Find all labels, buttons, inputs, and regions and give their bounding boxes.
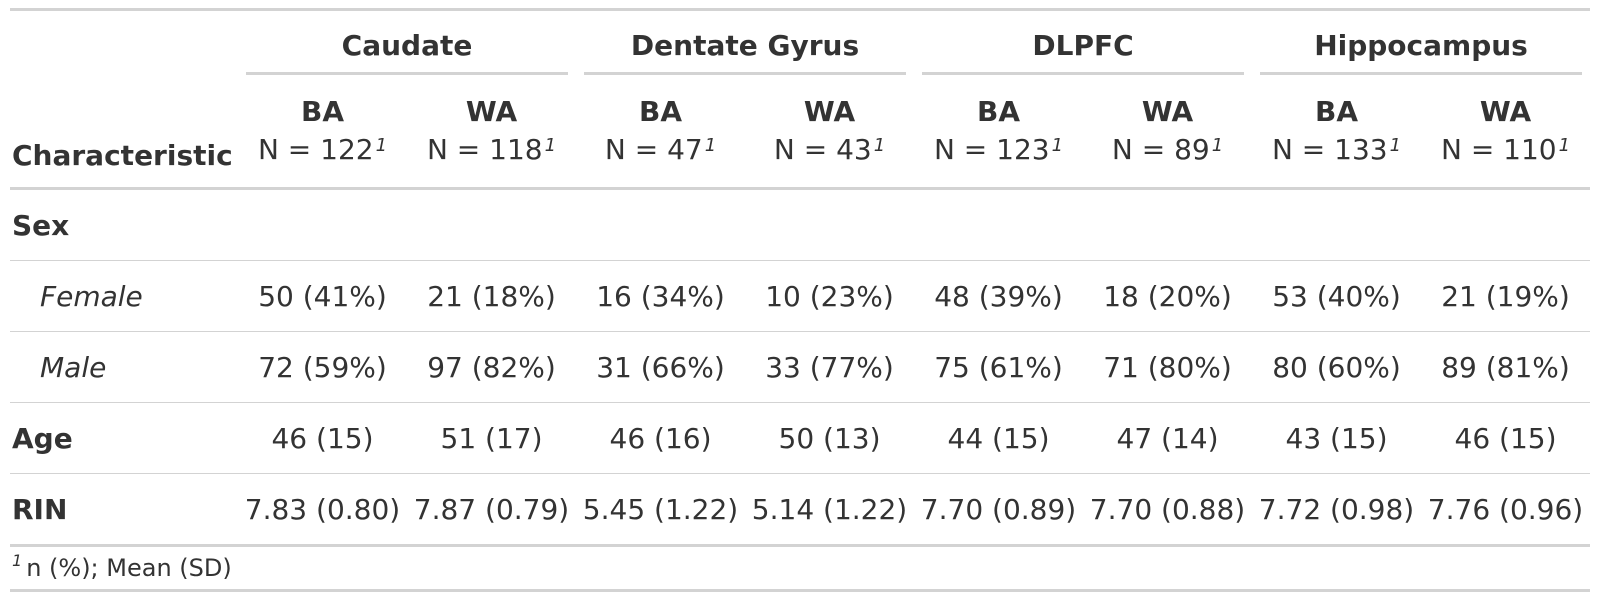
group-label: WA bbox=[803, 95, 856, 128]
table-cell: 48 (39%) bbox=[914, 260, 1084, 332]
table-row-female: Female 50 (41%) 21 (18%) 16 (34%) 10 (23… bbox=[10, 260, 1591, 332]
group-label: BA bbox=[1315, 95, 1359, 128]
table-cell: 44 (15) bbox=[914, 402, 1084, 474]
footnote-mark: 1 bbox=[1211, 135, 1224, 156]
group-label: WA bbox=[1479, 95, 1532, 128]
table-cell: 51 (17) bbox=[407, 402, 577, 474]
table-cell bbox=[1252, 188, 1422, 261]
table-cell bbox=[238, 188, 407, 261]
row-label: Sex bbox=[10, 188, 238, 261]
row-label: Female bbox=[10, 260, 238, 332]
table-cell bbox=[1421, 188, 1591, 261]
table-cell: 16 (34%) bbox=[576, 260, 746, 332]
footnote-mark: 1 bbox=[1558, 135, 1571, 156]
table-cell: 80 (60%) bbox=[1252, 331, 1422, 403]
footnote-mark: 1 bbox=[544, 135, 557, 156]
footnote-text: n (%); Mean (SD) bbox=[26, 554, 232, 582]
column-header-caudate-wa: WA N = 118 1 bbox=[407, 75, 577, 190]
spanner-hippocampus: Hippocampus bbox=[1252, 10, 1590, 75]
table-row-sex: Sex bbox=[10, 188, 1591, 261]
summary-table: Caudate Dentate Gyrus DLPFC Hippocampus … bbox=[10, 8, 1591, 592]
table-cell: 71 (80%) bbox=[1083, 331, 1253, 403]
spanner-dentate-gyrus: Dentate Gyrus bbox=[576, 10, 914, 75]
table-cell: 21 (18%) bbox=[407, 260, 577, 332]
table-cell bbox=[576, 188, 746, 261]
n-value: N = 47 bbox=[604, 133, 703, 166]
row-label: Age bbox=[10, 402, 238, 474]
table-cell: 7.76 (0.96) bbox=[1421, 473, 1591, 547]
n-value: N = 110 bbox=[1440, 133, 1557, 166]
table-cell: 46 (16) bbox=[576, 402, 746, 474]
spanner-empty bbox=[10, 10, 238, 76]
spanner-row: Caudate Dentate Gyrus DLPFC Hippocampus bbox=[10, 10, 1590, 76]
n-value: N = 122 bbox=[257, 133, 374, 166]
table-cell bbox=[914, 188, 1084, 261]
n-value: N = 123 bbox=[933, 133, 1050, 166]
table-cell: 31 (66%) bbox=[576, 331, 746, 403]
summary-table-container: Caudate Dentate Gyrus DLPFC Hippocampus … bbox=[10, 8, 1591, 592]
n-value: N = 133 bbox=[1271, 133, 1388, 166]
table-cell: 5.14 (1.22) bbox=[745, 473, 915, 547]
footnote-mark: 1 bbox=[375, 135, 388, 156]
footnote-mark: 1 bbox=[873, 135, 886, 156]
column-header-hippocampus-ba: BA N = 133 1 bbox=[1252, 75, 1422, 190]
table-cell: 53 (40%) bbox=[1252, 260, 1422, 332]
group-label: WA bbox=[465, 95, 518, 128]
table-cell: 72 (59%) bbox=[238, 331, 407, 403]
table-row-rin: RIN 7.83 (0.80) 7.87 (0.79) 5.45 (1.22) … bbox=[10, 473, 1591, 547]
table-cell bbox=[1083, 188, 1253, 261]
column-header-dlpfc-ba: BA N = 123 1 bbox=[914, 75, 1084, 190]
table-cell: 7.70 (0.88) bbox=[1083, 473, 1253, 547]
table-cell: 50 (41%) bbox=[238, 260, 407, 332]
column-header-dentate-gyrus-ba: BA N = 47 1 bbox=[576, 75, 746, 190]
spanner-caudate: Caudate bbox=[238, 10, 576, 75]
group-label: BA bbox=[977, 95, 1021, 128]
column-header-dentate-gyrus-wa: WA N = 43 1 bbox=[745, 75, 915, 190]
table-cell: 7.70 (0.89) bbox=[914, 473, 1084, 547]
footnote-mark: 1 bbox=[1051, 135, 1064, 156]
column-header-dlpfc-wa: WA N = 89 1 bbox=[1083, 75, 1253, 190]
group-label: WA bbox=[1141, 95, 1194, 128]
row-label: Male bbox=[10, 331, 238, 403]
footnote-mark: 1 bbox=[12, 551, 23, 570]
footnote-mark: 1 bbox=[704, 135, 717, 156]
row-label: RIN bbox=[10, 473, 238, 547]
table-cell: 5.45 (1.22) bbox=[576, 473, 746, 547]
table-row-male: Male 72 (59%) 97 (82%) 31 (66%) 33 (77%)… bbox=[10, 331, 1591, 403]
column-header-characteristic: Characteristic bbox=[10, 75, 238, 190]
table-cell: 50 (13) bbox=[745, 402, 915, 474]
spanner-dlpfc: DLPFC bbox=[914, 10, 1252, 75]
table-cell: 46 (15) bbox=[1421, 402, 1591, 474]
table-cell bbox=[407, 188, 577, 261]
table-cell: 46 (15) bbox=[238, 402, 407, 474]
column-header-caudate-ba: BA N = 122 1 bbox=[238, 75, 407, 190]
n-value: N = 43 bbox=[773, 133, 872, 166]
group-label: BA bbox=[639, 95, 683, 128]
table-row-age: Age 46 (15) 51 (17) 46 (16) 50 (13) 44 (… bbox=[10, 402, 1591, 474]
table-cell: 75 (61%) bbox=[914, 331, 1084, 403]
table-cell: 18 (20%) bbox=[1083, 260, 1253, 332]
table-cell: 47 (14) bbox=[1083, 402, 1253, 474]
column-header-hippocampus-wa: WA N = 110 1 bbox=[1421, 75, 1591, 190]
table-cell: 43 (15) bbox=[1252, 402, 1422, 474]
group-label: BA bbox=[300, 95, 344, 128]
table-cell: 10 (23%) bbox=[745, 260, 915, 332]
n-value: N = 118 bbox=[426, 133, 543, 166]
n-value: N = 89 bbox=[1111, 133, 1210, 166]
table-cell: 97 (82%) bbox=[407, 331, 577, 403]
table-cell: 7.83 (0.80) bbox=[238, 473, 407, 547]
table-cell: 33 (77%) bbox=[745, 331, 915, 403]
column-header-row: Characteristic BA N = 122 1 WA N = 118 1 B… bbox=[10, 75, 1591, 190]
table-cell: 7.72 (0.98) bbox=[1252, 473, 1422, 547]
table-cell: 21 (19%) bbox=[1421, 260, 1591, 332]
table-cell: 89 (81%) bbox=[1421, 331, 1591, 403]
footnote-mark: 1 bbox=[1389, 135, 1402, 156]
table-cell: 7.87 (0.79) bbox=[407, 473, 577, 547]
table-cell bbox=[745, 188, 915, 261]
